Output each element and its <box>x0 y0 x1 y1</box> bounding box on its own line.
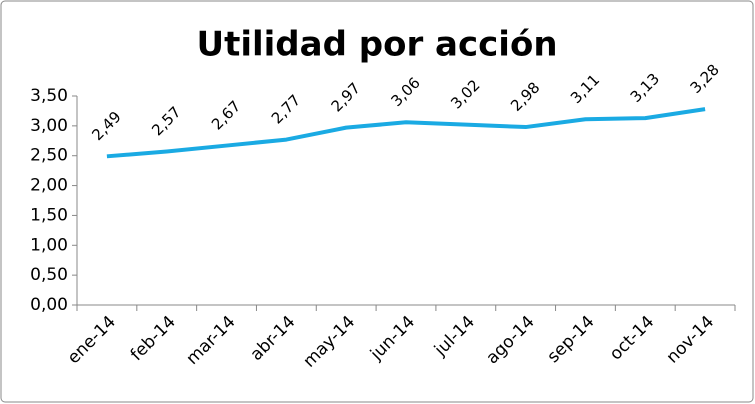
y-tick-label: 1,00 <box>30 235 68 255</box>
line <box>106 107 706 159</box>
y-tick-label: 2,50 <box>30 146 68 166</box>
y-tick-label: 3,00 <box>30 116 68 136</box>
chart-title: Utilidad por acción <box>196 25 557 65</box>
y-tick-label: 2,00 <box>30 176 68 196</box>
y-tick-label: 1,50 <box>30 205 68 225</box>
y-tick-label: 3,50 <box>30 86 68 106</box>
y-tick-label: 0,50 <box>30 265 68 285</box>
y-tick-label: 0,00 <box>30 295 68 315</box>
